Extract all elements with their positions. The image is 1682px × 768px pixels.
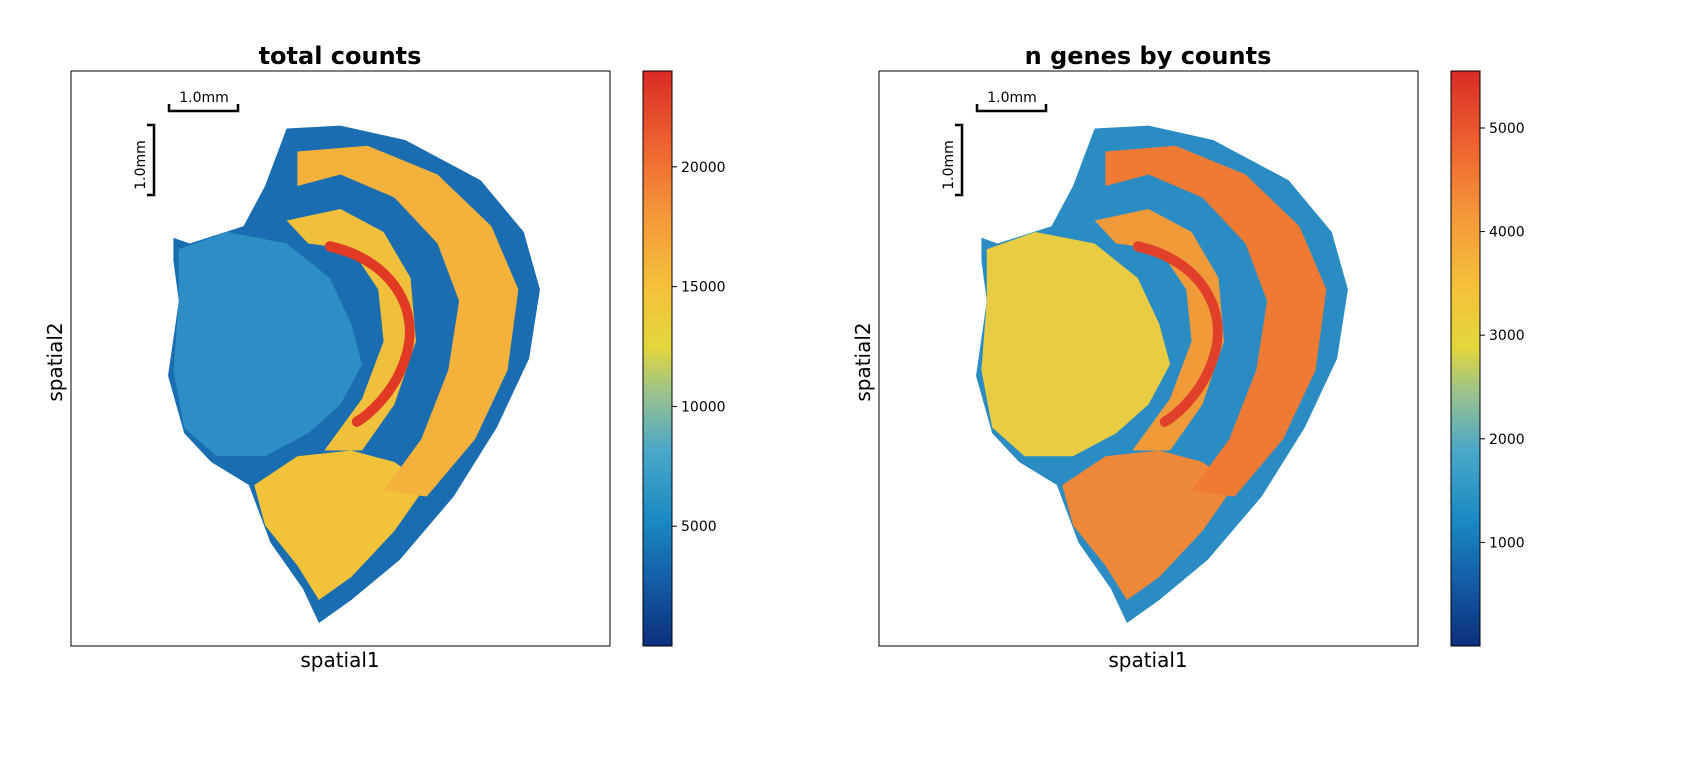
scalebar-horizontal: 1.0mm	[975, 90, 1048, 113]
colorbar-gradient	[1450, 70, 1481, 647]
scalebar-vertical: 1.0mm	[133, 123, 156, 197]
x-axis-label: spatial1	[300, 648, 379, 672]
colorbar-tick-label: 3000	[1489, 328, 1525, 344]
colorbar-tick-label: 5000	[1489, 121, 1525, 137]
tissue-heatmap	[976, 126, 1348, 623]
colorbar-tick-label: 1000	[1489, 535, 1525, 551]
panel-n-genes-by-counts: n genes by counts 1.0mm 1.0mm spatial1 s…	[851, 42, 1525, 672]
panel-title: total counts	[259, 42, 422, 70]
scalebar-vertical-label: 1.0mm	[133, 140, 149, 190]
tissue-heatmap	[168, 126, 540, 623]
axes-frame	[878, 70, 1419, 647]
scalebar-vertical-label: 1.0mm	[941, 140, 957, 190]
colorbar-tick-label: 15000	[681, 280, 726, 296]
colorbar-tick-label: 20000	[681, 160, 726, 176]
x-axis-label: spatial1	[1108, 648, 1187, 672]
colorbar: 5000 10000 15000 20000	[642, 70, 726, 647]
scalebar-horizontal-label: 1.0mm	[179, 90, 229, 106]
y-axis-label: spatial2	[43, 322, 67, 401]
colorbar-gradient	[642, 70, 673, 647]
colorbar-tick-label: 4000	[1489, 225, 1525, 241]
colorbar-ticks: 1000 2000 3000 4000 5000	[1480, 121, 1525, 551]
colorbar: 1000 2000 3000 4000 5000	[1450, 70, 1525, 647]
colorbar-tick-label: 2000	[1489, 432, 1525, 448]
axes-frame	[70, 70, 611, 647]
scalebar-vertical: 1.0mm	[941, 123, 964, 197]
y-axis-label: spatial2	[851, 322, 875, 401]
panel-total-counts: total counts 1.0mm 1.0mm spatial1 spatia…	[43, 42, 726, 672]
colorbar-ticks: 5000 10000 15000 20000	[672, 160, 726, 535]
colorbar-tick-label: 5000	[681, 519, 717, 535]
scalebar-horizontal: 1.0mm	[167, 90, 240, 113]
scalebar-horizontal-label: 1.0mm	[987, 90, 1037, 106]
panel-title: n genes by counts	[1025, 42, 1272, 70]
colorbar-tick-label: 10000	[681, 399, 726, 415]
